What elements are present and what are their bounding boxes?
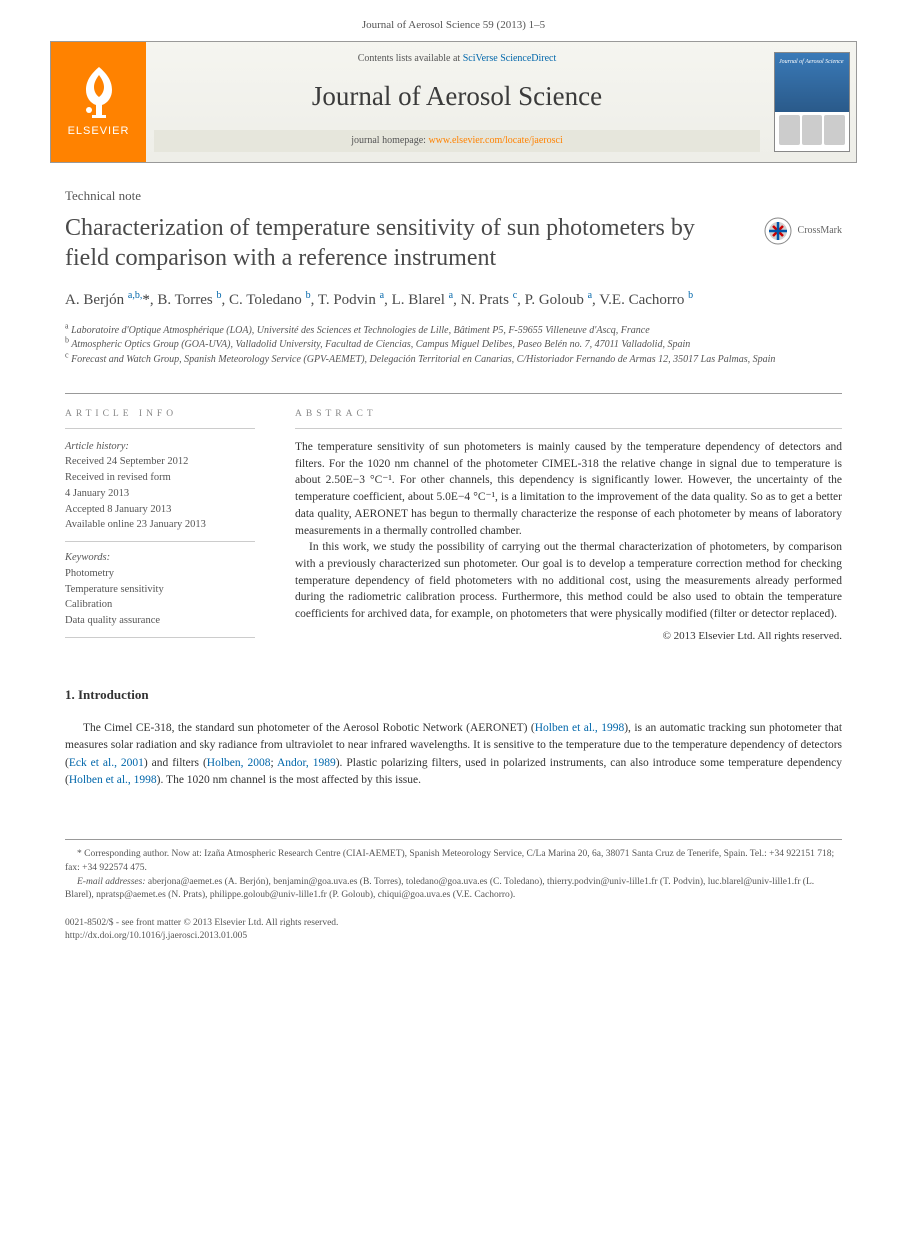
crossmark-icon [764,217,792,245]
info-abstract-row: ARTICLE INFO Article history: Received 2… [65,393,842,646]
affiliation-a: a Laboratoire d'Optique Atmosphérique (L… [65,324,842,339]
bottom-meta: 0021-8502/$ - see front matter © 2013 El… [65,917,842,974]
abstract-column: ABSTRACT The temperature sensitivity of … [295,408,842,646]
contents-line: Contents lists available at SciVerse Sci… [154,52,760,66]
article-history-block: Article history: Received 24 September 2… [65,439,255,543]
history-line: Received in revised form [65,472,171,483]
article-info-column: ARTICLE INFO Article history: Received 2… [65,408,255,646]
article-title: Characterization of temperature sensitiv… [65,213,744,273]
keywords-label: Keywords: [65,552,110,563]
title-row: Characterization of temperature sensitiv… [65,213,842,273]
contents-prefix: Contents lists available at [358,53,463,64]
elsevier-tree-icon [74,65,124,120]
sciencedirect-link[interactable]: SciVerse ScienceDirect [463,53,557,64]
abstract-heading: ABSTRACT [295,408,842,429]
ref-link[interactable]: Holben, 2008 [207,757,271,769]
intro-paragraph: The Cimel CE-318, the standard sun photo… [65,720,842,789]
keyword: Temperature sensitivity [65,584,164,595]
homepage-line: journal homepage: www.elsevier.com/locat… [154,130,760,152]
affiliation-b: b Atmospheric Optics Group (GOA-UVA), Va… [65,338,842,353]
history-line: Received 24 September 2012 [65,456,188,467]
ref-link[interactable]: Andor, 1989 [277,757,336,769]
history-line: Available online 23 January 2013 [65,519,206,530]
abstract-p2: In this work, we study the possibility o… [295,539,842,622]
abstract-p1: The temperature sensitivity of sun photo… [295,439,842,539]
ref-link[interactable]: Eck et al., 2001 [69,757,144,769]
cover-title: Journal of Aerosol Science [779,59,845,66]
keywords-block: Keywords: Photometry Temperature sensiti… [65,550,255,638]
email-addresses: E-mail addresses: aberjona@aemet.es (A. … [65,876,842,904]
article-type: Technical note [65,187,842,205]
keyword: Data quality assurance [65,615,160,626]
corresponding-author: * Corresponding author. Now at: Izaña At… [65,848,842,876]
history-line: 4 January 2013 [65,488,129,499]
footnotes: * Corresponding author. Now at: Izaña At… [65,839,842,903]
abstract-copyright: © 2013 Elsevier Ltd. All rights reserved… [295,629,842,645]
ref-link[interactable]: Holben et al., 1998 [535,722,624,734]
issn-line: 0021-8502/$ - see front matter © 2013 El… [65,917,842,930]
publisher-name: ELSEVIER [68,124,130,139]
crossmark-label: CrossMark [798,224,842,238]
homepage-prefix: journal homepage: [351,135,428,146]
keyword: Calibration [65,599,112,610]
history-line: Accepted 8 January 2013 [65,504,171,515]
crossmark-badge[interactable]: CrossMark [764,217,842,245]
affiliations: a Laboratoire d'Optique Atmosphérique (L… [65,324,842,368]
journal-header: Journal of Aerosol Science 59 (2013) 1–5 [0,0,907,41]
journal-title: Journal of Aerosol Science [154,78,760,116]
affiliation-c: c Forecast and Watch Group, Spanish Mete… [65,353,842,368]
ref-link[interactable]: Holben et al., 1998 [69,774,157,786]
cover-images [779,115,845,145]
cover-thumbnail-block: Journal of Aerosol Science [768,42,856,162]
homepage-link[interactable]: www.elsevier.com/locate/jaerosci [428,135,562,146]
article-info-heading: ARTICLE INFO [65,408,255,428]
journal-banner: ELSEVIER Contents lists available at Sci… [50,41,857,163]
history-label: Article history: [65,441,129,452]
publisher-logo-block: ELSEVIER [51,42,146,162]
keyword: Photometry [65,568,114,579]
section-heading-intro: 1. Introduction [65,686,842,704]
doi-line: http://dx.doi.org/10.1016/j.jaerosci.201… [65,930,842,943]
main-content: Technical note Characterization of tempe… [0,187,907,974]
banner-center: Contents lists available at SciVerse Sci… [146,42,768,162]
cover-thumbnail: Journal of Aerosol Science [774,52,850,152]
authors: A. Berjón a,b,*, B. Torres b, C. Toledan… [65,289,842,312]
